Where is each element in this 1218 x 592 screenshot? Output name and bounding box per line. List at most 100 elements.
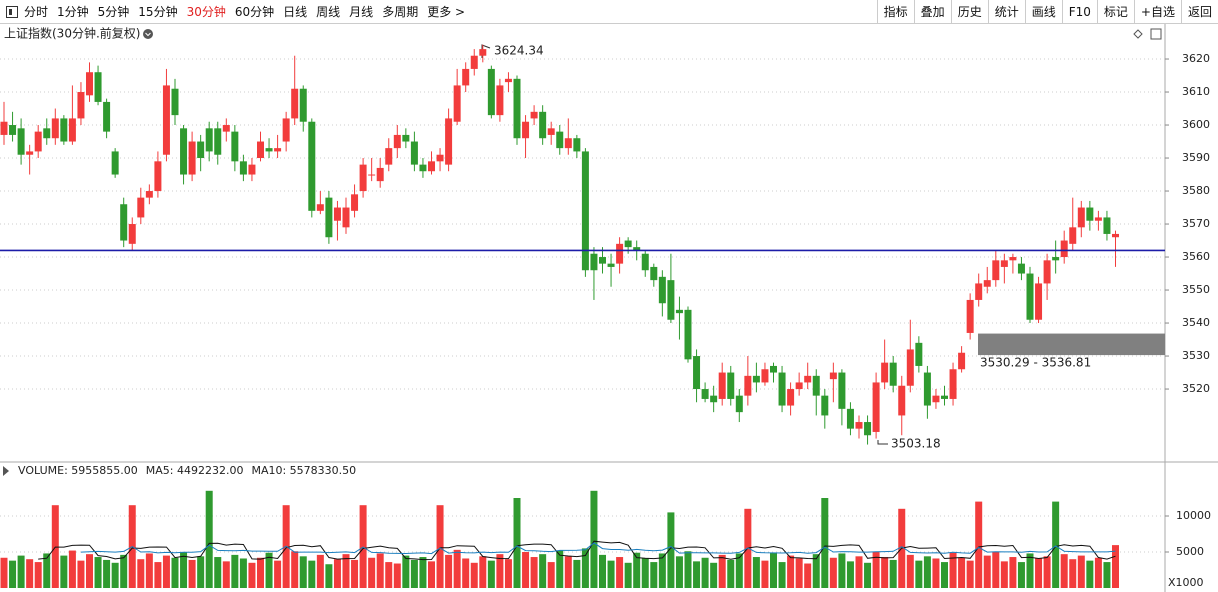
volume-bar [171, 557, 179, 588]
volume-bar [1094, 557, 1102, 588]
candle-body [94, 72, 102, 102]
toolbar-button[interactable]: 统计 [987, 0, 1025, 24]
toolbar-button[interactable]: 分时 [24, 5, 49, 19]
candle-body [1026, 273, 1034, 320]
candle-body [504, 78, 512, 83]
candle-body [881, 362, 889, 383]
volume-bar [231, 554, 239, 588]
toolbar: 分时 1分钟 5分钟 15分钟 30分钟 60分钟 日线 周线 月线 多周期 更多 > 指标 叠加 历史… [0, 0, 1218, 24]
volume-bar [923, 556, 931, 588]
toolbar-button[interactable]: 日线 [283, 5, 308, 19]
volume-bar [496, 554, 504, 588]
candle-body [60, 118, 68, 142]
volume-bar [992, 552, 1000, 588]
toolbar-button[interactable]: 5分钟 [97, 5, 130, 19]
candle-body [0, 121, 8, 135]
candle-body [428, 161, 435, 172]
candle-body [599, 257, 606, 264]
candle-body [616, 243, 624, 264]
toolbar-button[interactable]: 返回 [1180, 0, 1218, 24]
ma10-line [80, 542, 1116, 555]
volume-bar [641, 558, 649, 588]
candle-body [667, 280, 675, 320]
candle-body [641, 253, 649, 271]
volume-bar [162, 555, 170, 588]
volume-bar [906, 554, 914, 588]
window-icon[interactable] [1150, 28, 1162, 40]
volume-bar [257, 557, 264, 588]
toolbar-button[interactable]: 60分钟 [234, 5, 275, 19]
volume-bar [684, 551, 692, 588]
y-tick-label: 3520 [1182, 382, 1210, 395]
toolbar-button[interactable]: 15分钟 [138, 5, 178, 19]
candle-body [966, 299, 974, 333]
volume-bar [68, 550, 76, 588]
candle-body [838, 372, 846, 409]
volume-bar [941, 562, 948, 588]
candle-body [77, 92, 85, 119]
toolbar-button[interactable]: 标记 [1096, 0, 1134, 24]
toolbar-button[interactable]: 叠加 [913, 0, 951, 24]
volume-bar [573, 559, 581, 588]
toolbar-button[interactable]: 历史 [950, 0, 988, 24]
candle-body [162, 85, 170, 155]
candle-body [34, 131, 42, 152]
volume-bar [43, 553, 51, 588]
volume-bar [86, 554, 93, 588]
candle-body [1094, 217, 1102, 221]
y-tick-label: 3600 [1182, 118, 1210, 131]
candle-body [573, 138, 581, 152]
candle-body [778, 372, 786, 406]
period-tabs: 分时 1分钟 5分钟 15分钟 30分钟 60分钟 日线 周线 月线 多周期 更多 > [24, 3, 474, 20]
volume-bar [915, 560, 923, 588]
candle-body [248, 164, 256, 175]
volume-bar [479, 556, 487, 588]
candle-body [941, 395, 948, 399]
candle-body [368, 174, 376, 176]
legend-text: MA5: 4492232.00 [146, 464, 244, 477]
toolbar-button[interactable]: 月线 [349, 5, 374, 19]
candle-body [829, 372, 837, 380]
volume-bar [1069, 559, 1077, 588]
toolbar-button[interactable]: F10 [1061, 0, 1097, 24]
toolbar-button[interactable]: 更多 > [427, 5, 466, 19]
volume-bar [616, 557, 624, 588]
candle-body [402, 134, 410, 142]
volume-bar [145, 553, 153, 588]
candle-body [949, 369, 957, 399]
dropdown-icon[interactable] [143, 29, 153, 39]
toolbar-button[interactable]: 多周期 [382, 5, 419, 19]
volume-bar [932, 558, 940, 588]
candle-body [342, 207, 350, 228]
volume-bar [949, 552, 957, 588]
volume-bar [675, 556, 683, 588]
menu-icon[interactable] [6, 5, 18, 18]
volume-bar [60, 555, 68, 588]
volume-bar [975, 501, 983, 588]
toolbar-button[interactable]: 1分钟 [57, 5, 89, 19]
candle-body [51, 118, 59, 139]
candle-body [787, 389, 795, 406]
shape-icon[interactable] [1133, 29, 1143, 39]
volume-bar [9, 560, 17, 588]
volume-bar [607, 560, 615, 588]
volume-bar [624, 562, 632, 588]
candle-body [633, 247, 641, 251]
volume-bar [693, 561, 701, 588]
candle-body [915, 342, 923, 366]
toolbar-button[interactable]: 画线 [1024, 0, 1062, 24]
volume-bar [1000, 561, 1008, 588]
candle-body [257, 141, 264, 159]
toolbar-button[interactable]: 周线 [316, 5, 341, 19]
candle-body [992, 260, 1000, 281]
volume-bar [1060, 554, 1068, 588]
volume-bar [821, 498, 829, 588]
candle-body [770, 365, 777, 373]
toolbar-button[interactable]: 指标 [876, 0, 914, 24]
volume-bar [368, 557, 376, 588]
volume-bar [718, 554, 726, 588]
toolbar-button[interactable]: 30分钟 [186, 5, 226, 19]
toolbar-button[interactable]: +自选 [1133, 0, 1181, 24]
